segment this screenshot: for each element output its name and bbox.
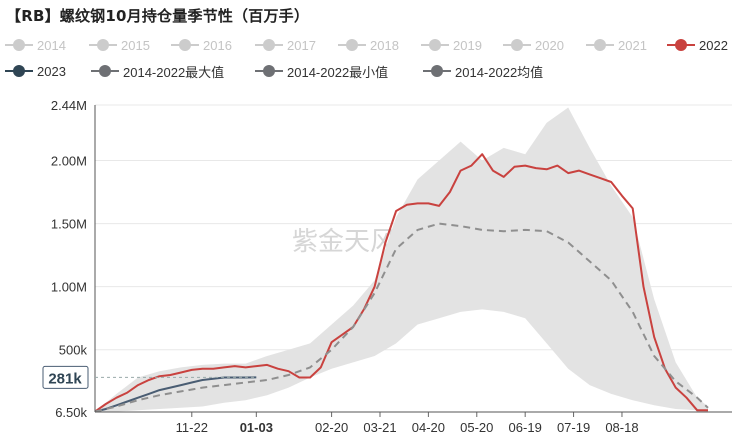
x-tick-label: 07-19 <box>557 420 590 435</box>
x-tick-label: 06-19 <box>509 420 542 435</box>
legend-label: 2015 <box>121 37 150 53</box>
min-max-band-area <box>95 107 708 413</box>
x-tick-label: 05-20 <box>460 420 493 435</box>
legend-marker-icon <box>586 38 614 52</box>
legend-item-2016[interactable]: 2016 <box>171 36 232 54</box>
x-tick-label: 08-18 <box>605 420 638 435</box>
y-tick-label: 1.00M <box>51 280 87 295</box>
legend-marker-icon <box>5 64 33 78</box>
chart-title: 【RB】螺纹钢10月持仓量季节性（百万手） <box>6 7 310 25</box>
legend-item-2020[interactable]: 2020 <box>503 36 564 54</box>
legend-marker-icon <box>171 38 199 52</box>
legend-marker-icon <box>667 38 695 52</box>
legend-item-2022[interactable]: 2022 <box>667 36 728 54</box>
y-tick-label: 2.44M <box>51 98 87 113</box>
legend-label: 2014-2022均值 <box>455 64 544 80</box>
x-tick-label: 02-20 <box>315 420 348 435</box>
x-tick-label: 01-03 <box>240 420 273 435</box>
series-line-2014-2022均值 <box>94 222 709 413</box>
x-tick-label: 04-20 <box>412 420 445 435</box>
y-tick-label: 1.50M <box>51 217 87 232</box>
legend-item-2014-2022最大值[interactable]: 2014-2022最大值 <box>91 62 224 80</box>
legend-label: 2020 <box>535 37 564 53</box>
legend-item-2021[interactable]: 2021 <box>586 36 647 54</box>
legend-marker-icon <box>255 64 283 78</box>
legend-label: 2019 <box>453 37 482 53</box>
cursor-badge: 281k <box>42 365 257 389</box>
legend-marker-icon <box>503 38 531 52</box>
legend-marker-icon <box>89 38 117 52</box>
legend-marker-icon <box>5 38 33 52</box>
legend-label: 2014-2022最大值 <box>123 64 225 80</box>
legend-item-2017[interactable]: 2017 <box>255 36 316 54</box>
y-tick-label: 6.50k <box>55 405 87 420</box>
legend-marker-icon <box>91 64 119 78</box>
legend-label: 2016 <box>203 37 232 53</box>
x-tick-label: 11-22 <box>176 420 208 435</box>
legend-item-2018[interactable]: 2018 <box>338 36 399 54</box>
legend-item-2014[interactable]: 2014 <box>5 36 66 54</box>
legend-marker-icon <box>423 64 451 78</box>
legend-label: 2014-2022最小值 <box>287 64 389 80</box>
y-tick-label: 500k <box>59 343 88 358</box>
legend-item-2015[interactable]: 2015 <box>89 36 150 54</box>
y-tick-label: 2.00M <box>51 154 87 169</box>
legend-label: 2022 <box>699 37 728 53</box>
legend-item-2014-2022最小值[interactable]: 2014-2022最小值 <box>255 62 388 80</box>
cursor-badge-label: 281k <box>48 370 82 387</box>
legend-label: 2021 <box>618 37 647 53</box>
legend: 2014 2015 2016 2017 2018 2019 2020 2021 2022 2023… <box>0 30 735 86</box>
series-line-2022 <box>94 153 708 413</box>
x-tick-label: 03-21 <box>363 420 396 435</box>
cursor-badge-box <box>42 365 89 389</box>
legend-item-2019[interactable]: 2019 <box>421 36 482 54</box>
legend-label: 2017 <box>287 37 316 53</box>
axes <box>94 105 732 417</box>
legend-marker-icon <box>421 38 449 52</box>
min-max-band <box>95 107 708 413</box>
tick-labels: 6.50k 500k 1.00M 1.50M 2.00M 2.44M 11-22 01-03 0… <box>51 98 639 435</box>
legend-label: 2023 <box>37 63 66 79</box>
legend-marker-icon <box>338 38 366 52</box>
legend-marker-icon <box>255 38 283 52</box>
legend-label: 2014 <box>37 37 66 53</box>
legend-item-2023[interactable]: 2023 <box>5 62 66 80</box>
legend-item-2014-2022均值[interactable]: 2014-2022均值 <box>423 62 543 80</box>
legend-label: 2018 <box>370 37 399 53</box>
